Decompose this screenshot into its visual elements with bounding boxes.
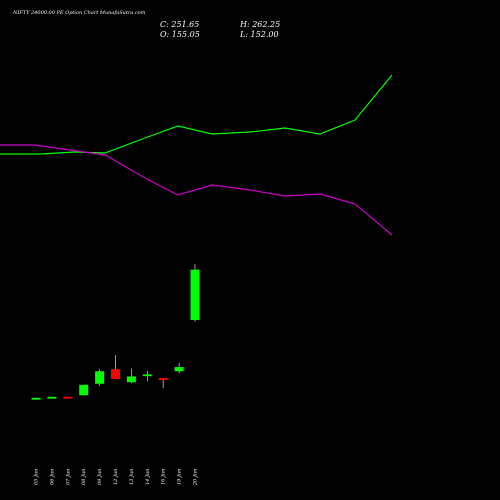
x-tick-label: 20 Jun: [193, 469, 199, 486]
candle-13-jun: [126, 368, 136, 384]
candles: [31, 264, 200, 400]
overlay-line-2: [0, 144, 393, 236]
candle-body: [158, 378, 168, 381]
candle-14-jun: [142, 370, 152, 382]
low-readout: L: 152.00: [239, 30, 279, 39]
candle-body: [142, 374, 152, 377]
candle-16-jun: [158, 378, 168, 388]
candle-body: [79, 384, 89, 396]
x-tick-label: 07 Jun: [65, 469, 71, 485]
candle-body: [174, 367, 184, 372]
candle-body: [47, 396, 57, 399]
candle-19-jun: [174, 362, 184, 374]
x-tick-label: 19 Jun: [177, 469, 183, 485]
candle-08-jun: [79, 384, 89, 396]
x-tick-label: 16 Jun: [161, 469, 167, 485]
candle-body: [190, 269, 200, 321]
open-readout: O: 155.05: [160, 30, 200, 39]
candle-body: [31, 397, 41, 400]
candle-05-jun: [31, 397, 41, 400]
x-tick-label: 12 Jun: [113, 469, 119, 485]
candle-12-jun: [111, 355, 120, 380]
x-tick-label: 14 Jun: [145, 469, 151, 485]
overlay-line-1: [0, 74, 393, 155]
candle-07-jun: [63, 396, 73, 399]
x-tick-label: 13 Jun: [129, 469, 135, 485]
chart-title: NIFTY 24000.00 PE Option Chart MunafaSut…: [12, 10, 146, 16]
x-tick-label: 09 Jun: [97, 469, 103, 485]
candle-body: [63, 396, 73, 399]
x-tick-label: 08 Jun: [81, 469, 87, 485]
high-readout: H: 262.25: [239, 20, 280, 29]
candle-body: [95, 371, 105, 384]
x-axis-ticks: 05 Jun 06 Jun 07 Jun 08 Jun 09 Jun 12 Jun 13 J…: [34, 469, 199, 486]
overlay-lines: [0, 74, 393, 236]
candle-09-jun: [95, 369, 105, 386]
x-tick-label: 06 Jun: [49, 469, 55, 485]
candle-body: [126, 376, 136, 383]
close-readout: C: 251.65: [160, 20, 199, 29]
candle-body: [111, 369, 120, 380]
candle-20-jun: [190, 264, 200, 322]
candle-06-jun: [47, 396, 57, 399]
x-tick-label: 05 Jun: [34, 469, 40, 485]
